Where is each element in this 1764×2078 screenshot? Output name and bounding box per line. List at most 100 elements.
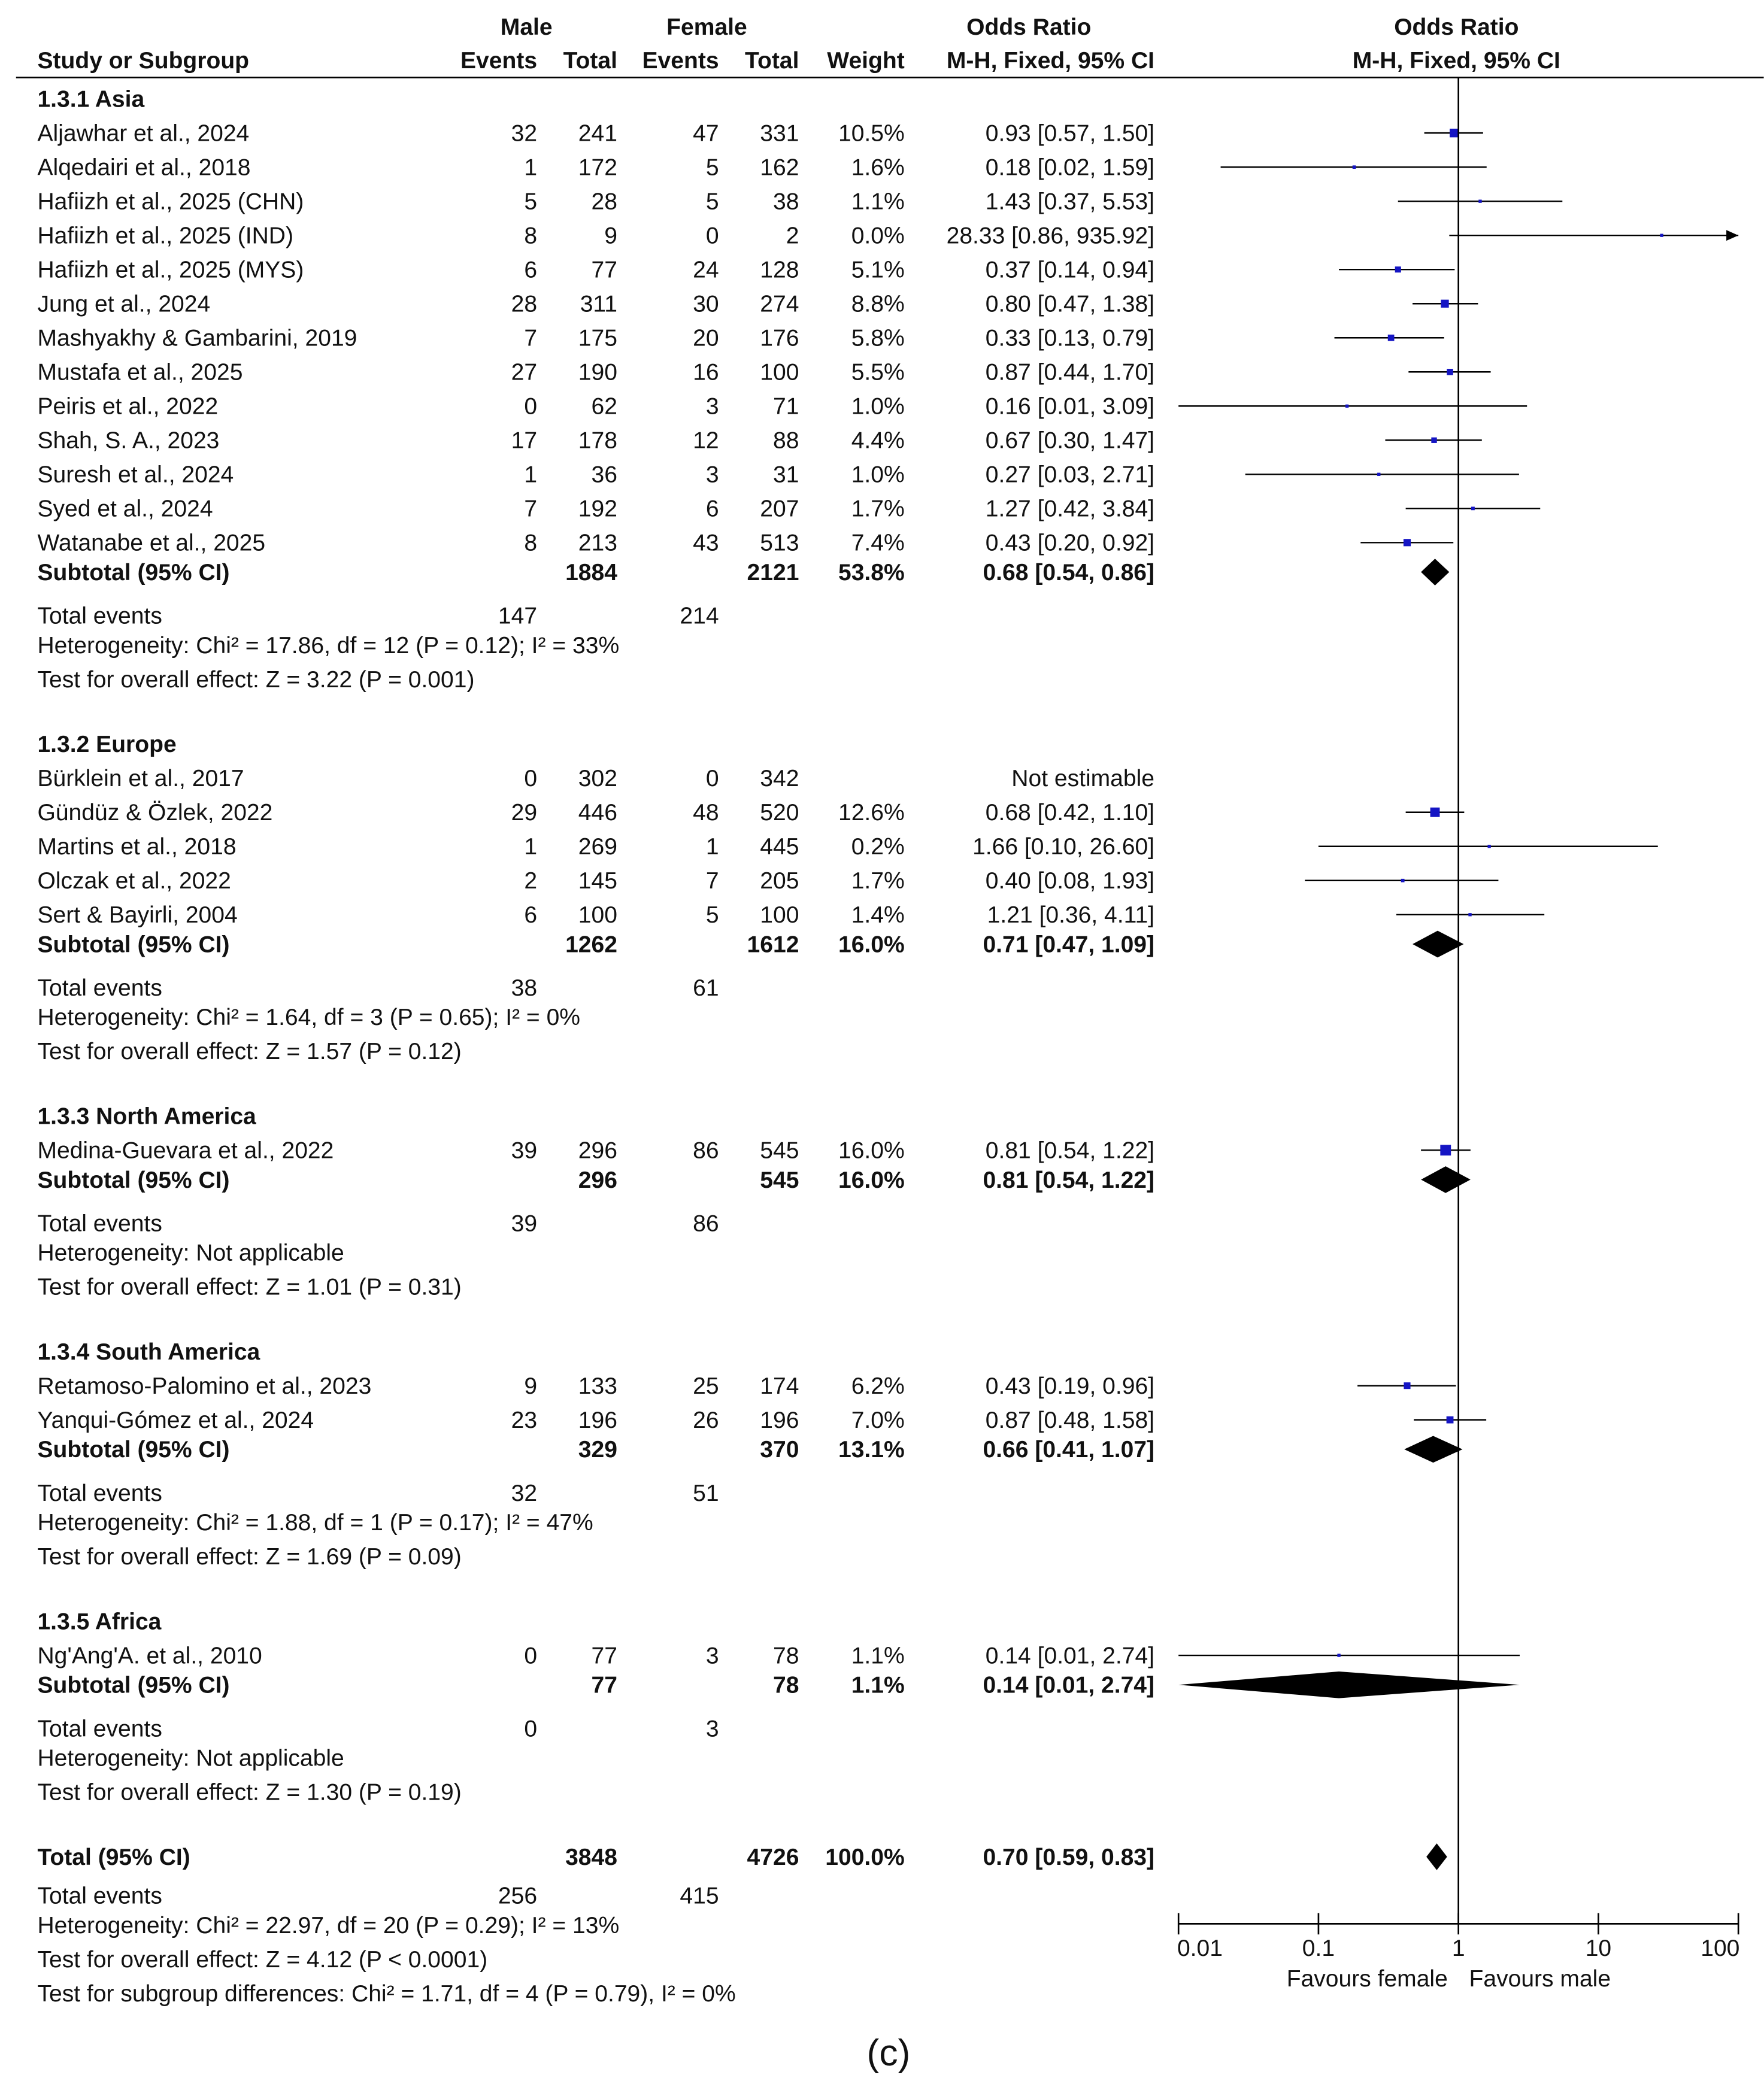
row-label-29: Medina-Guevara et al., 2022 bbox=[37, 1138, 334, 1164]
point-estimate-22 bbox=[1401, 878, 1405, 882]
ci-text-36: 0.87 [0.48, 1.58] bbox=[986, 1407, 1154, 1433]
x-tick-label-1: 0.1 bbox=[1302, 1936, 1335, 1961]
ci-text-5: 0.37 [0.14, 0.94] bbox=[986, 257, 1154, 283]
point-estimate-20 bbox=[1430, 807, 1440, 817]
header-female-events: Events bbox=[642, 48, 719, 74]
female-total-37: 370 bbox=[760, 1437, 799, 1463]
row-label-12: Syed et al., 2024 bbox=[37, 496, 213, 522]
female-total-29: 545 bbox=[760, 1138, 799, 1164]
female-total-43: 78 bbox=[773, 1673, 799, 1698]
weight-13: 7.4% bbox=[851, 530, 905, 556]
weight-37: 13.1% bbox=[838, 1437, 905, 1463]
male-events-22: 2 bbox=[524, 868, 537, 894]
point-estimate-12 bbox=[1471, 506, 1475, 511]
row-label-39: Heterogeneity: Chi² = 1.88, df = 1 (P = … bbox=[37, 1510, 593, 1536]
male-total-23: 100 bbox=[578, 902, 617, 928]
header-female: Female bbox=[666, 14, 747, 40]
weight-35: 6.2% bbox=[851, 1373, 905, 1399]
row-label-33: Test for overall effect: Z = 1.01 (P = 0… bbox=[37, 1275, 461, 1300]
female-events-1: 47 bbox=[693, 121, 719, 147]
weight-7: 5.8% bbox=[851, 326, 905, 351]
row-label-23: Sert & Bayirli, 2004 bbox=[37, 902, 237, 928]
row-label-26: Heterogeneity: Chi² = 1.64, df = 3 (P = … bbox=[37, 1005, 580, 1030]
point-estimate-8 bbox=[1447, 369, 1453, 375]
weight-20: 12.6% bbox=[838, 800, 905, 826]
male-total-20: 446 bbox=[578, 800, 617, 826]
ci-text-2: 0.18 [0.02, 1.59] bbox=[986, 155, 1154, 181]
row-label-41: 1.3.5 Africa bbox=[37, 1609, 161, 1634]
male-events-1: 32 bbox=[511, 121, 537, 147]
male-events-5: 6 bbox=[524, 257, 537, 283]
point-estimate-4 bbox=[1660, 233, 1663, 237]
female-total-5: 128 bbox=[760, 257, 799, 283]
female-total-47: 4726 bbox=[747, 1845, 799, 1870]
favours-right-label: Favours male bbox=[1469, 1966, 1611, 1992]
row-label-42: Ng'Ang'A. et al., 2010 bbox=[37, 1643, 262, 1669]
row-label-25: Total events bbox=[37, 975, 162, 1001]
weight-11: 1.0% bbox=[851, 462, 905, 488]
ci-text-9: 0.16 [0.01, 3.09] bbox=[986, 394, 1154, 420]
male-events-29: 39 bbox=[511, 1138, 537, 1164]
row-label-46: Test for overall effect: Z = 1.30 (P = 0… bbox=[37, 1780, 461, 1806]
male-events-15: 147 bbox=[498, 603, 537, 629]
header-male-events: Events bbox=[460, 48, 537, 74]
female-events-44: 3 bbox=[706, 1716, 719, 1742]
pooled-diamond-30 bbox=[1421, 1166, 1471, 1193]
row-label-19: Bürklein et al., 2017 bbox=[37, 766, 244, 791]
male-events-12: 7 bbox=[524, 496, 537, 522]
row-label-21: Martins et al., 2018 bbox=[37, 834, 236, 860]
header-female-total: Total bbox=[745, 48, 799, 74]
row-label-14: Subtotal (95% CI) bbox=[37, 560, 229, 586]
point-estimate-36 bbox=[1446, 1416, 1454, 1424]
female-events-25: 61 bbox=[693, 975, 719, 1001]
female-total-30: 545 bbox=[760, 1167, 799, 1193]
row-label-10: Shah, S. A., 2023 bbox=[37, 428, 219, 454]
female-total-9: 71 bbox=[773, 394, 799, 420]
point-estimate-5 bbox=[1395, 266, 1401, 273]
ci-text-4: 28.33 [0.86, 935.92] bbox=[947, 223, 1154, 249]
female-total-10: 88 bbox=[773, 428, 799, 454]
pooled-diamond-37 bbox=[1404, 1436, 1463, 1463]
point-estimate-9 bbox=[1345, 404, 1349, 408]
male-total-21: 269 bbox=[578, 834, 617, 860]
female-events-42: 3 bbox=[706, 1643, 719, 1669]
female-events-21: 1 bbox=[706, 834, 719, 860]
weight-24: 16.0% bbox=[838, 932, 905, 957]
female-total-21: 445 bbox=[760, 834, 799, 860]
header-or-title: Odds Ratio bbox=[966, 14, 1091, 40]
row-label-48: Total events bbox=[37, 1883, 162, 1909]
male-events-36: 23 bbox=[511, 1407, 537, 1433]
male-events-6: 28 bbox=[511, 292, 537, 317]
point-estimate-35 bbox=[1404, 1382, 1411, 1390]
weight-3: 1.1% bbox=[851, 189, 905, 215]
weight-29: 16.0% bbox=[838, 1138, 905, 1164]
row-label-11: Suresh et al., 2024 bbox=[37, 462, 234, 488]
female-total-8: 100 bbox=[760, 360, 799, 386]
row-label-13: Watanabe et al., 2025 bbox=[37, 530, 265, 556]
row-label-9: Peiris et al., 2022 bbox=[37, 394, 218, 420]
male-total-6: 311 bbox=[580, 292, 617, 317]
male-events-21: 1 bbox=[524, 834, 537, 860]
row-label-40: Test for overall effect: Z = 1.69 (P = 0… bbox=[37, 1544, 461, 1570]
row-label-20: Gündüz & Özlek, 2022 bbox=[37, 800, 272, 826]
female-events-29: 86 bbox=[693, 1138, 719, 1164]
male-events-31: 39 bbox=[511, 1211, 537, 1236]
row-label-3: Hafiizh et al., 2025 (CHN) bbox=[37, 189, 304, 215]
male-events-8: 27 bbox=[511, 360, 537, 386]
weight-12: 1.7% bbox=[851, 496, 905, 522]
row-label-32: Heterogeneity: Not applicable bbox=[37, 1240, 344, 1266]
header-plot-method: M-H, Fixed, 95% CI bbox=[1353, 48, 1560, 74]
ci-text-6: 0.80 [0.47, 1.38] bbox=[986, 292, 1154, 317]
row-label-35: Retamoso-Palomino et al., 2023 bbox=[37, 1373, 371, 1399]
female-total-2: 162 bbox=[760, 155, 799, 181]
row-label-47: Total (95% CI) bbox=[37, 1845, 190, 1870]
male-events-44: 0 bbox=[524, 1716, 537, 1742]
male-events-4: 8 bbox=[524, 223, 537, 249]
row-label-18: 1.3.2 Europe bbox=[37, 732, 176, 757]
weight-10: 4.4% bbox=[851, 428, 905, 454]
male-total-4: 9 bbox=[604, 223, 617, 249]
male-total-24: 1262 bbox=[565, 932, 617, 957]
ci-text-35: 0.43 [0.19, 0.96] bbox=[986, 1373, 1154, 1399]
female-total-14: 2121 bbox=[747, 560, 799, 586]
